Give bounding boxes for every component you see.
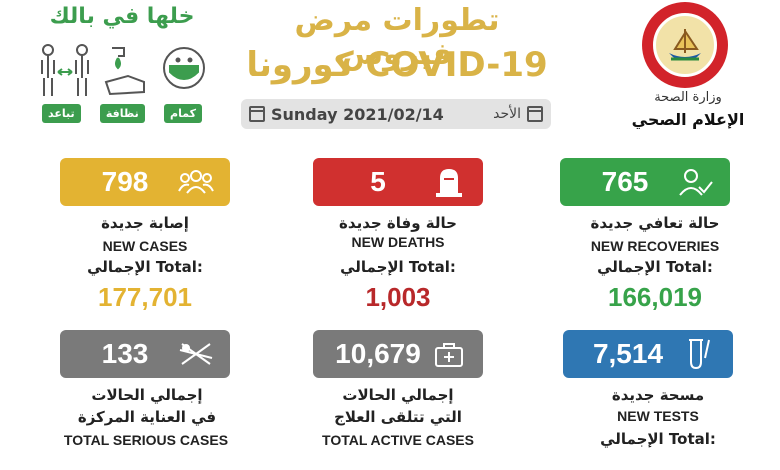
date-bar: Sunday 2021/02/14 الأحد: [241, 99, 551, 129]
new-tests-total-label: الإجمالي Total:: [600, 430, 716, 448]
new-deaths-label-ar: حالة وفاة جديدة: [339, 214, 457, 232]
mask-icon: [163, 47, 205, 89]
new-deaths-card: 5: [313, 158, 483, 206]
tag-cleanliness: نظافة: [99, 104, 145, 123]
new-recoveries-total-label: الإجمالي Total:: [597, 258, 713, 276]
new-recoveries-value: 765: [601, 166, 649, 197]
new-tests-card: 7,514: [563, 330, 733, 378]
calendar-icon: [527, 106, 543, 122]
active-cases-card: 10,679: [313, 330, 483, 378]
new-deaths-total-label: الإجمالي Total:: [340, 258, 456, 276]
precaution-tags: تباعد نظافة كمام: [42, 104, 202, 123]
new-deaths-label-en: NEW DEATHS: [351, 234, 445, 250]
people-icon: [176, 164, 216, 200]
new-deaths-total: 1,003: [365, 282, 431, 312]
active-cases-value: 10,679: [335, 338, 421, 369]
precaution-illustrations: [41, 44, 205, 96]
new-recoveries-total: 166,019: [608, 282, 702, 312]
active-label-ar-1: إجمالي الحالات: [342, 386, 454, 404]
active-label-en: TOTAL ACTIVE CASES: [322, 432, 474, 448]
medical-kit-icon: [429, 336, 469, 372]
serious-cases-card: 133: [60, 330, 230, 378]
new-cases-label-ar: إصابة جديدة: [101, 214, 189, 232]
new-deaths-value: 5: [370, 166, 386, 197]
new-recoveries-label-en: NEW RECOVERIES: [590, 238, 720, 254]
tag-distancing: تباعد: [42, 104, 81, 123]
logo-emblem: [653, 13, 717, 77]
new-cases-value: 798: [101, 166, 149, 197]
date-group: Sunday 2021/02/14: [249, 105, 444, 124]
ship-emblem-icon: [669, 29, 701, 61]
day-arabic: الأحد: [493, 106, 521, 122]
new-cases-total-label: الإجمالي Total:: [87, 258, 203, 276]
ministry-name: وزارة الصحة: [654, 90, 722, 105]
new-recoveries-card: 765: [560, 158, 730, 206]
new-cases-label-en: NEW CASES: [102, 238, 188, 254]
title-covid: كورونا COVID-19: [246, 45, 548, 85]
active-label-ar-2: التي تتلقى العلاج: [334, 408, 462, 426]
serious-cases-value: 133: [101, 338, 149, 369]
distancing-icon: [41, 44, 89, 96]
test-tube-icon: [679, 336, 719, 372]
serious-label-en: TOTAL SERIOUS CASES: [63, 432, 229, 448]
tombstone-icon: [429, 164, 469, 200]
new-cases-card: 798: [60, 158, 230, 206]
calendar-icon: [249, 106, 265, 122]
new-tests-value: 7,514: [592, 338, 664, 369]
title-arabic: تطورات مرض فيروس: [294, 3, 500, 72]
handwash-icon: [104, 47, 145, 96]
hospital-bed-icon: [176, 336, 216, 372]
date-english: Sunday 2021/02/14: [271, 104, 444, 124]
new-recoveries-label-ar: حالة تعافي جديدة: [590, 214, 720, 232]
tag-mask: كمام: [164, 104, 202, 123]
new-tests-label-en: NEW TESTS: [617, 408, 699, 424]
health-media-dept: الإعلام الصحي: [631, 110, 745, 129]
serious-label-ar-2: في العناية المركزة: [77, 408, 217, 426]
precaution-slogan: خلها في بالك: [49, 4, 195, 29]
serious-label-ar-1: إجمالي الحالات: [91, 386, 203, 404]
user-check-icon: [676, 164, 716, 200]
ministry-logo: [642, 2, 728, 88]
new-cases-total: 177,701: [98, 282, 192, 312]
day-group: الأحد: [493, 106, 543, 122]
new-tests-label-ar: مسحة جديدة: [611, 386, 705, 404]
